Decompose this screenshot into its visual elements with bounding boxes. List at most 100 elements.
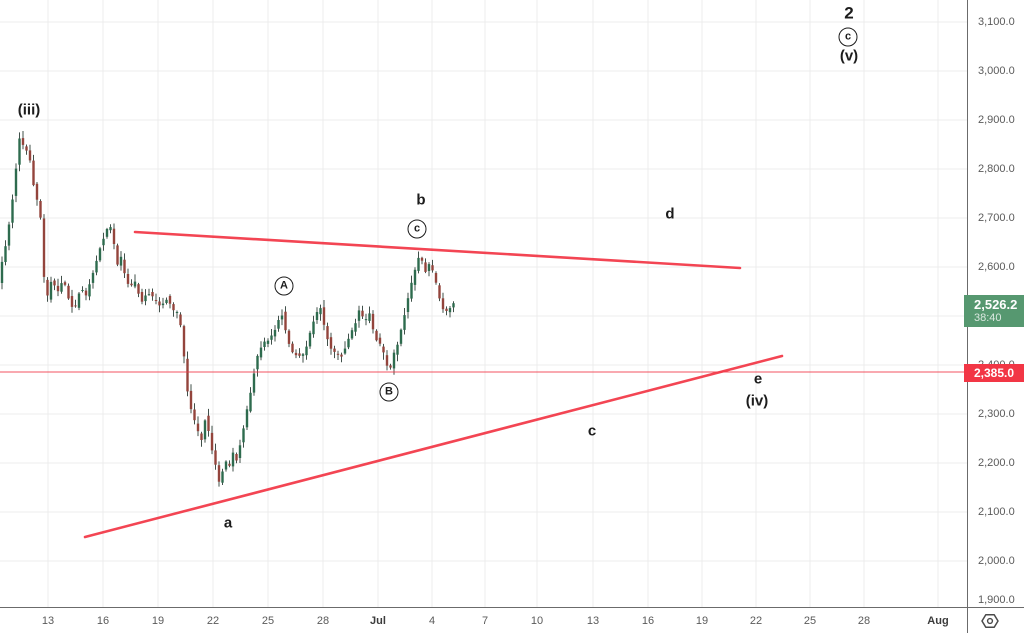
up-candle — [403, 315, 406, 330]
wave-label-8[interactable]: d — [665, 205, 675, 223]
wave-label-6[interactable]: A — [274, 276, 294, 296]
up-candle — [231, 452, 235, 467]
down-candle — [158, 301, 161, 306]
down-candle — [438, 285, 441, 299]
up-candle — [49, 281, 53, 300]
up-candle — [242, 428, 245, 443]
down-candle — [126, 274, 130, 284]
up-candle — [91, 272, 95, 283]
wave-label-7[interactable]: B — [379, 382, 399, 402]
down-candle — [67, 285, 70, 299]
up-candle — [364, 319, 368, 321]
down-candle — [445, 308, 448, 311]
up-candle — [410, 282, 413, 299]
up-candle — [427, 264, 431, 271]
up-candle — [263, 341, 266, 347]
wave-label-11[interactable]: (iv) — [745, 392, 769, 410]
trendline-upper-descending[interactable] — [133, 230, 742, 270]
down-candle — [333, 348, 336, 352]
time-axis-label: 16 — [96, 614, 110, 627]
up-candle — [357, 310, 361, 321]
up-candle — [354, 323, 357, 332]
wave-label-2[interactable]: c — [838, 27, 858, 47]
up-candle — [270, 335, 273, 340]
price-axis-label: 2,900.0 — [978, 114, 1015, 126]
down-candle — [32, 160, 35, 186]
time-axis-label: 19 — [695, 614, 709, 627]
up-candle — [249, 392, 252, 412]
time-axis-label: 28 — [316, 614, 330, 627]
time-axis-label: 19 — [151, 614, 165, 627]
down-candle — [336, 353, 340, 355]
up-candle — [11, 199, 14, 223]
down-candle — [196, 423, 200, 432]
up-candle — [399, 329, 403, 344]
up-candle — [4, 246, 7, 262]
price-axis-label: 1,900.0 — [978, 594, 1015, 606]
down-candle — [340, 354, 343, 357]
wave-label-5[interactable]: c — [407, 219, 427, 239]
price-scale[interactable]: 3,100.0 3,000.0 2,900.0 2,800.0 2,700.0 2,600… — [964, 0, 1024, 607]
up-candle — [88, 284, 91, 297]
down-candle — [322, 307, 326, 325]
up-candle — [147, 294, 151, 296]
up-candle — [343, 348, 347, 354]
up-candle — [256, 355, 259, 370]
price-scale-mode-icon[interactable] — [976, 613, 1004, 629]
up-candle — [98, 248, 102, 261]
time-axis-label: 22 — [749, 614, 763, 627]
time-scale[interactable]: 13 16 19 22 25 28 Jul 4 7 10 13 16 19 22 25 28 Aug — [0, 607, 1024, 633]
up-candle — [280, 315, 284, 320]
price-axis-label: 2,200.0 — [978, 457, 1015, 469]
bar-countdown: 38:40 — [974, 312, 1002, 324]
up-candle — [301, 354, 305, 356]
down-candle — [182, 326, 186, 357]
wave-label-4[interactable]: b — [416, 191, 426, 209]
candlestick-plot-svg — [0, 0, 967, 607]
time-axis-label: Aug — [927, 614, 949, 627]
time-axis-label: 7 — [481, 614, 489, 627]
wave-label-1[interactable]: 2 — [844, 3, 854, 23]
up-candle — [165, 299, 168, 303]
up-candle — [60, 283, 63, 292]
up-candle — [350, 330, 354, 339]
down-candle — [441, 298, 445, 310]
up-candle — [452, 303, 455, 308]
time-axis-label: 28 — [857, 614, 871, 627]
price-axis-label: 2,100.0 — [978, 506, 1015, 518]
up-candle — [319, 308, 322, 315]
down-candle — [70, 296, 74, 307]
down-candle — [431, 265, 434, 271]
down-candle — [84, 290, 88, 296]
down-candle — [56, 285, 60, 292]
down-candle — [382, 346, 385, 353]
down-candle — [35, 183, 39, 200]
trendline-lower-ascending[interactable] — [83, 354, 784, 539]
up-candle — [175, 312, 179, 313]
down-candle — [385, 355, 389, 366]
price-axis-label: 2,700.0 — [978, 212, 1015, 224]
wave-label-3[interactable]: (v) — [839, 47, 859, 65]
wave-label-0[interactable]: (iii) — [17, 101, 41, 119]
wave-label-10[interactable]: e — [753, 370, 763, 388]
down-candle — [329, 337, 333, 349]
up-candle — [14, 168, 18, 196]
up-candle — [392, 352, 396, 369]
up-candle — [18, 138, 21, 165]
down-candle — [189, 390, 193, 410]
down-candle — [42, 218, 46, 277]
up-candle — [273, 329, 277, 337]
wave-label-12[interactable]: a — [223, 514, 233, 532]
time-axis-label: 25 — [261, 614, 275, 627]
down-candle — [123, 259, 126, 274]
up-candle — [221, 471, 224, 483]
up-candle — [305, 346, 308, 356]
down-candle — [217, 465, 221, 482]
price-axis-label: 2,600.0 — [978, 261, 1015, 273]
up-candle — [413, 269, 417, 285]
down-candle — [172, 304, 175, 311]
alert-price-badge: 2,385.0 — [964, 364, 1024, 382]
down-candle — [46, 279, 49, 296]
wave-label-9[interactable]: c — [587, 422, 597, 440]
